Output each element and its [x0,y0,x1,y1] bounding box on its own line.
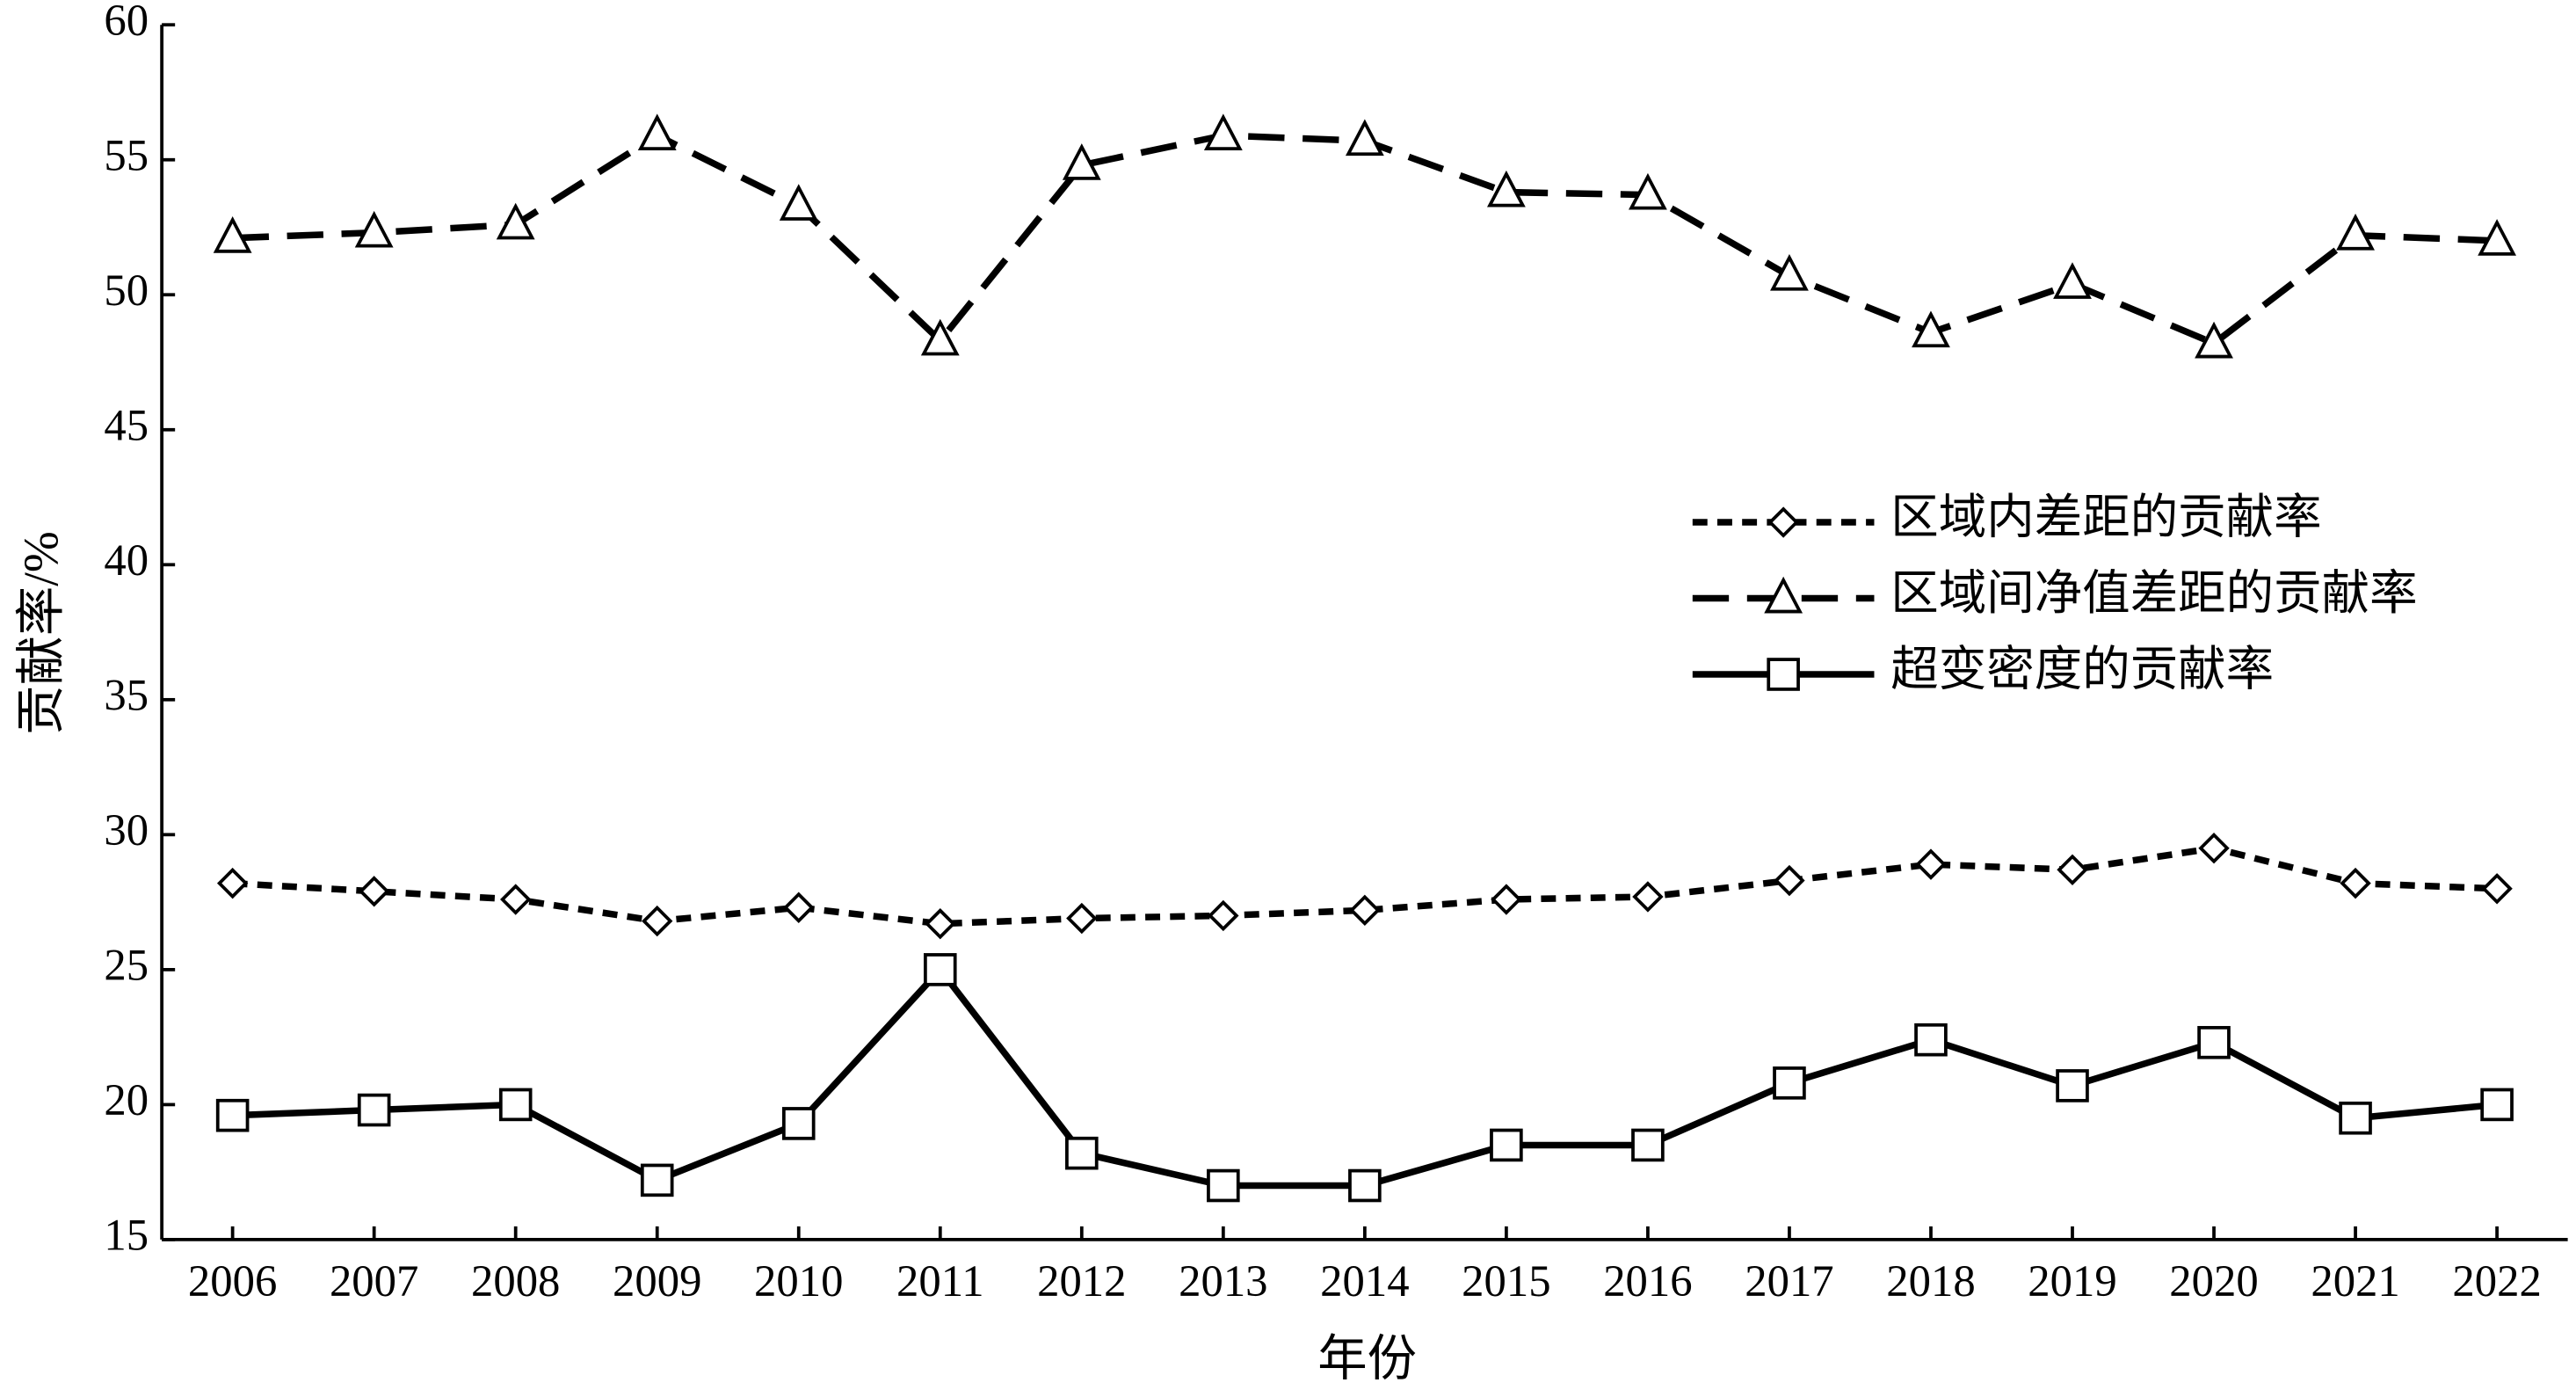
marker [1486,170,1526,207]
x-tick-label: 2019 [2028,1256,2116,1306]
y-tick-label: 15 [104,1211,149,1260]
marker [2197,1025,2231,1059]
legend-label: 区域间净值差距的贡献率 [1890,566,2417,620]
x-tick-label: 2022 [2452,1256,2541,1306]
x-tick-label: 2016 [1603,1256,1692,1306]
marker [2198,833,2230,864]
marker [642,905,673,937]
marker [1491,884,1522,915]
x-axis-title: 年份 [1317,1332,1417,1386]
marker [498,1088,533,1122]
marker [640,1163,674,1197]
y-tick-label: 30 [104,805,149,855]
marker [496,202,535,240]
marker [923,953,957,986]
x-tick-label: 2018 [1886,1256,1975,1306]
x-tick-label: 2021 [2311,1256,2399,1306]
marker [2478,219,2516,256]
marker [925,907,956,940]
x-tick-label: 2007 [330,1256,418,1306]
y-tick-label: 25 [104,941,149,990]
x-tick-label: 2013 [1179,1256,1267,1306]
marker [213,216,252,253]
legend-label: 区域内差距的贡献率 [1890,491,2321,544]
marker [1773,1066,1806,1100]
marker [215,1098,250,1132]
marker [1065,1136,1099,1170]
marker [2057,854,2088,885]
y-tick-label: 40 [104,535,149,585]
marker [2480,1088,2514,1122]
legend-marker [1767,506,1799,538]
legend-label: 超变密度的贡献率 [1890,642,2274,695]
legend-marker [1767,658,1800,691]
marker [1490,1128,1523,1162]
legend-marker [1764,576,1803,614]
marker [783,891,815,923]
marker [1774,864,1805,897]
series-line [232,131,2498,347]
marker [1629,172,1667,210]
marker [2336,213,2375,251]
marker [2053,262,2092,299]
y-tick-label: 20 [104,1075,149,1124]
marker [1066,902,1098,935]
marker [1062,143,1101,180]
marker [1770,254,1809,291]
marker [637,113,677,151]
series-line [232,964,2498,1190]
marker [357,1093,391,1127]
x-tick-label: 2008 [471,1256,560,1306]
x-tick-label: 2011 [896,1256,984,1306]
marker [920,318,960,356]
marker [1348,1168,1382,1203]
y-tick-label: 50 [104,266,149,315]
y-axis-title: 贡献率/% [15,531,69,735]
x-tick-label: 2014 [1320,1256,1409,1306]
x-tick-label: 2015 [1462,1256,1550,1306]
series-line [232,844,2498,928]
marker [1915,848,1947,880]
marker [500,884,532,915]
marker [2195,321,2233,359]
marker [1914,1022,1948,1057]
y-tick-label: 35 [104,670,149,719]
marker [1207,1168,1240,1203]
x-tick-label: 2017 [1745,1256,1833,1306]
marker [358,876,390,907]
marker [1632,881,1664,913]
marker [1349,894,1381,927]
marker [2056,1069,2089,1103]
marker [2481,873,2513,905]
marker [2340,867,2371,899]
marker [779,184,818,221]
y-tick-label: 45 [104,400,149,449]
marker [2339,1101,2372,1135]
marker [1203,113,1243,151]
x-tick-label: 2006 [188,1256,277,1306]
marker [1912,310,1950,348]
y-tick-label: 60 [104,0,149,45]
marker [1208,899,1239,932]
marker [781,1107,816,1140]
marker [216,867,249,899]
x-tick-label: 2012 [1037,1256,1126,1306]
marker [1345,119,1384,156]
marker [1631,1128,1665,1162]
x-tick-label: 2010 [754,1256,843,1306]
x-tick-label: 2009 [613,1256,701,1306]
marker [354,210,394,248]
x-tick-label: 2020 [2169,1256,2258,1306]
y-tick-label: 55 [104,130,149,179]
